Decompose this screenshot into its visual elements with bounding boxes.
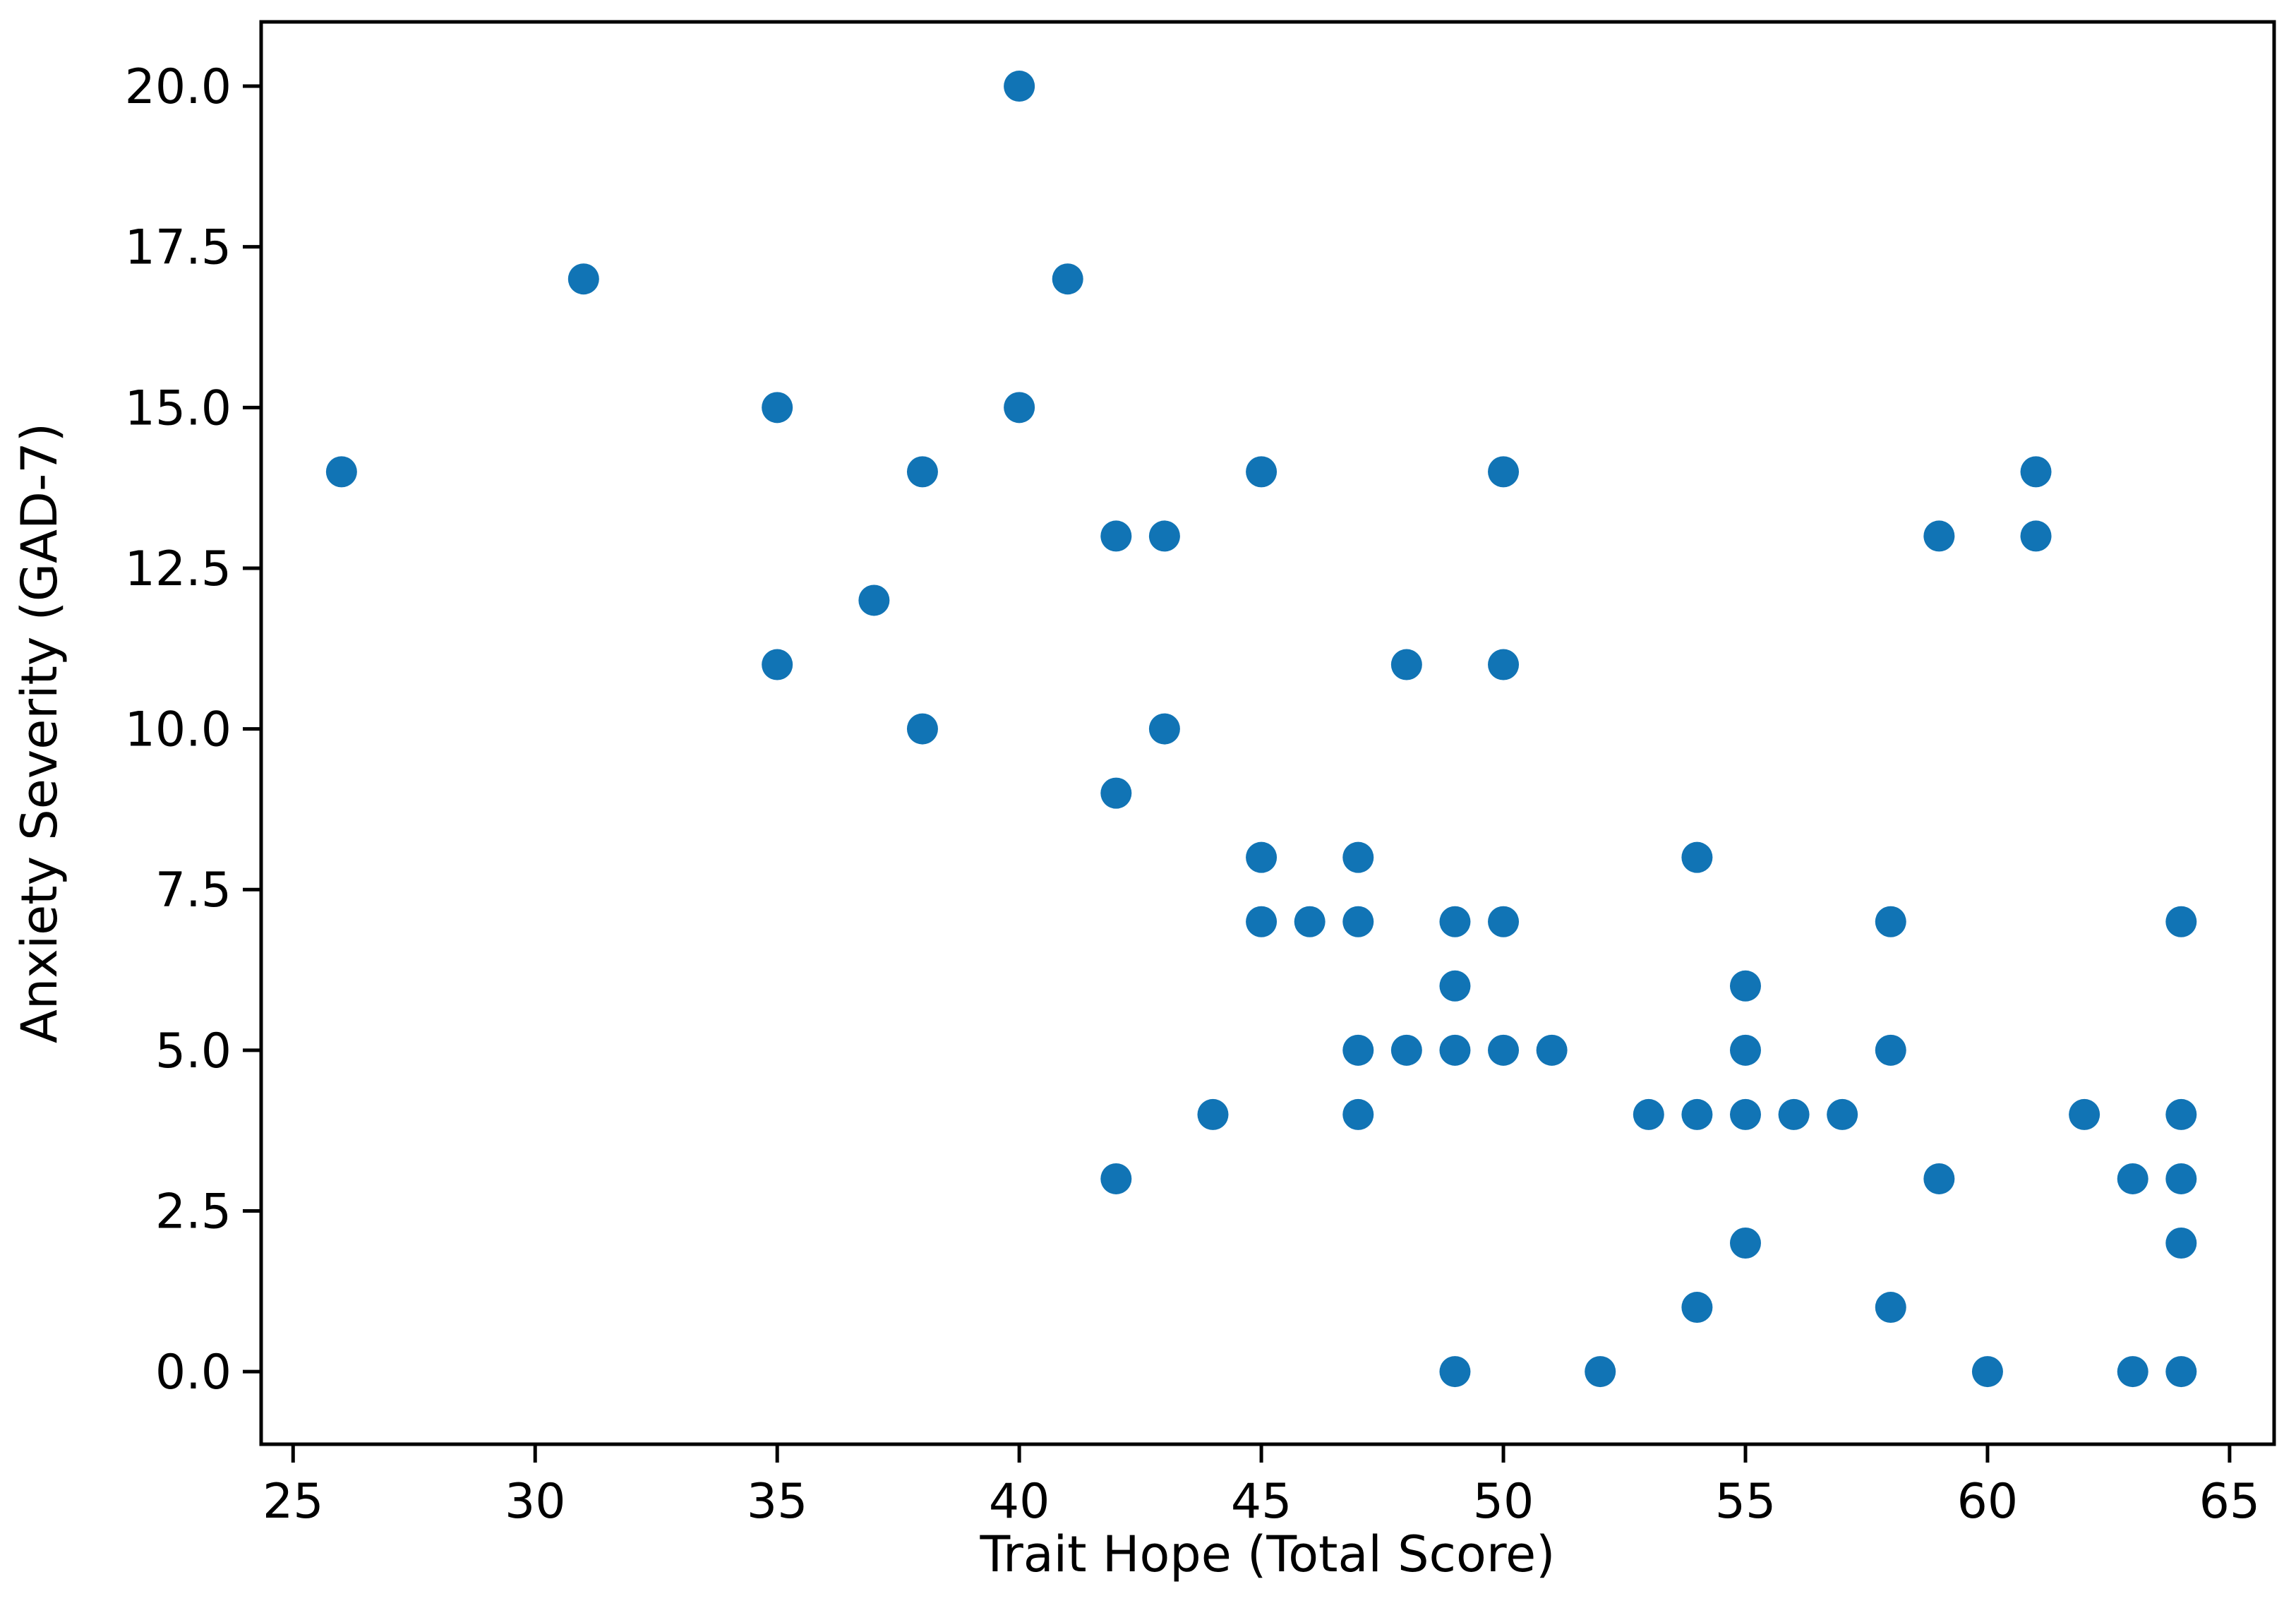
x-tick-label: 60 [1957,1474,2019,1530]
data-point [1488,1034,1520,1066]
data-point [2165,1163,2197,1194]
y-tick-label: 20.0 [125,59,232,115]
data-point [1439,906,1471,937]
data-point [1100,1163,1132,1194]
data-point [1633,1098,1664,1130]
data-point [1004,392,1035,424]
data-point [2020,520,2052,552]
data-point [1729,1034,1761,1066]
data-point [1246,906,1278,937]
data-point [2020,456,2052,488]
data-point [762,392,793,424]
axis-ticks-layer: 25 30 35 40 45 50 55 60 65 0.0 2.5 5.0 7.5 10.0 12.5 15… [125,59,2261,1530]
x-tick-label: 45 [1231,1474,1292,1530]
plot-frame [259,20,2276,1446]
data-point [1439,1034,1471,1066]
x-tick-label: 25 [263,1474,324,1530]
data-point [762,649,793,680]
y-tick-label: 5.0 [155,1024,232,1079]
data-point [1827,1098,1858,1130]
data-point [1923,520,1955,552]
data-point [1148,520,1180,552]
data-point [1342,1098,1374,1130]
data-point [1729,970,1761,1002]
data-point [1342,1034,1374,1066]
data-point [1294,906,1326,937]
x-tick-label: 30 [505,1474,566,1530]
data-point [1488,456,1520,488]
data-point [2165,1098,2197,1130]
data-point [1875,1034,1906,1066]
x-tick-label: 50 [1473,1474,1534,1530]
x-tick-label: 65 [2199,1474,2261,1530]
data-point [1875,1292,1906,1324]
data-point [2165,1228,2197,1259]
data-point [1923,1163,1955,1194]
data-point [325,456,357,488]
data-point [1052,263,1083,295]
data-point [906,713,938,745]
y-tick-label: 2.5 [155,1184,232,1240]
data-point [1729,1228,1761,1259]
data-point [1536,1034,1568,1066]
y-tick-label: 12.5 [125,541,232,597]
y-tick-label: 17.5 [125,220,232,276]
x-tick-label: 35 [747,1474,808,1530]
data-point [1390,1034,1422,1066]
data-point [2117,1163,2148,1194]
data-point [1488,649,1520,680]
data-point [1439,1356,1471,1388]
data-point [567,263,599,295]
y-tick-label: 10.0 [125,702,232,758]
data-point [1246,456,1278,488]
y-tick-label: 7.5 [155,863,232,918]
data-point [1148,713,1180,745]
data-point [1585,1356,1616,1388]
data-point [1971,1356,2003,1388]
x-tick-label: 40 [989,1474,1050,1530]
y-tick-label: 15.0 [125,380,232,436]
data-point [1100,520,1132,552]
data-points-layer [325,71,2197,1388]
data-point [1681,1292,1713,1324]
data-point [1681,1098,1713,1130]
data-point [1778,1098,1810,1130]
data-point [1004,71,1035,102]
data-point [2165,1356,2197,1388]
data-point [1390,649,1422,680]
data-point [2165,906,2197,937]
data-point [1875,906,1906,937]
data-point [1100,777,1132,809]
data-point [858,584,890,616]
data-point [1197,1098,1229,1130]
data-point [1246,841,1278,873]
data-point [1488,906,1520,937]
data-point [1729,1098,1761,1130]
x-axis-label: Trait Hope (Total Score) [980,1525,1556,1583]
data-point [1342,841,1374,873]
y-axis-label: Anxiety Severity (GAD-7) [11,423,68,1043]
x-tick-label: 55 [1715,1474,1777,1530]
data-point [2069,1098,2100,1130]
data-point [1342,906,1374,937]
data-point [1439,970,1471,1002]
data-point [2117,1356,2148,1388]
y-tick-label: 0.0 [155,1345,232,1400]
data-point [1681,841,1713,873]
data-point [906,456,938,488]
